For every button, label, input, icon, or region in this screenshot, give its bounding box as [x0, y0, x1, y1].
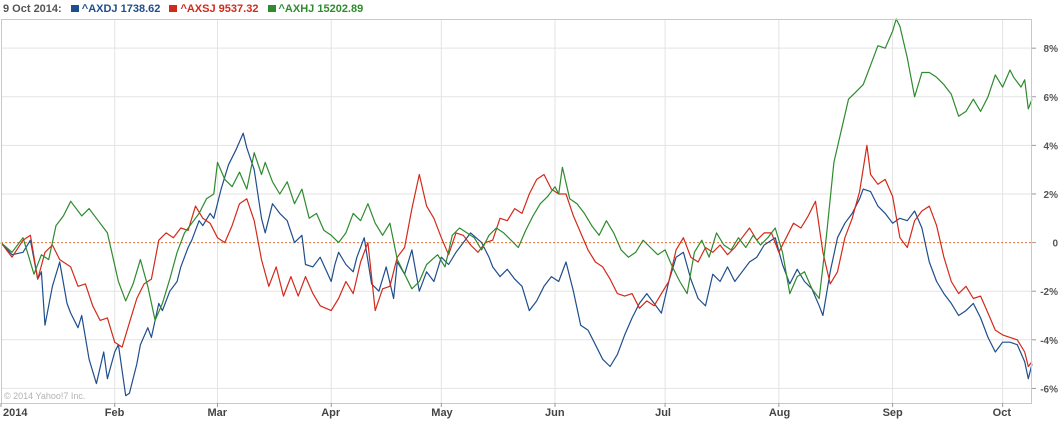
x-tick-label: Aug: [769, 407, 790, 419]
copyright-notice: © 2014 Yahoo!7 Inc.: [4, 391, 86, 401]
x-tick-label: Mar: [207, 407, 227, 419]
y-tick-label: 4%: [1044, 141, 1059, 152]
chart-legend: 9 Oct 2014: ^AXDJ 1738.62 ^AXSJ 9537.32 …: [3, 3, 363, 15]
y-tick-label: 0: [1052, 239, 1058, 250]
legend-label-axdj: ^AXDJ 1738.62: [81, 3, 161, 15]
y-tick-label: 2%: [1044, 190, 1059, 201]
series-line-axhj: [0, 18, 1033, 321]
series-line-axsj: [0, 144, 1033, 368]
x-tick-label: Feb: [105, 407, 125, 419]
series-lines: [0, 18, 1033, 397]
series-line-axdj: [0, 132, 1033, 397]
legend-swatch-axsj: [169, 5, 178, 12]
y-axis: 8% 6% 4% 2% 0 -2% -4% -6%: [1032, 44, 1058, 395]
y-tick-label: -6%: [1040, 384, 1058, 395]
legend-label-axhj: ^AXHJ 15202.89: [278, 3, 364, 15]
x-tick-label: Jun: [545, 407, 565, 419]
legend-date: 9 Oct 2014:: [3, 3, 62, 15]
x-tick-label: Apr: [321, 407, 341, 419]
grid-lines: [1, 19, 1032, 403]
plot-area: [1, 19, 1032, 403]
y-tick-label: 6%: [1044, 93, 1059, 104]
y-tick-label: -2%: [1040, 287, 1058, 298]
x-tick-label: Jul: [655, 407, 671, 419]
y-tick-label: -4%: [1040, 336, 1058, 347]
x-tick-label: Sep: [883, 407, 903, 419]
x-axis: 2014 Feb Mar Apr May Jun Jul Aug Sep Oct: [0, 403, 1012, 419]
legend-label-axsj: ^AXSJ 9537.32: [180, 3, 259, 15]
x-tick-label: 2014: [3, 407, 28, 419]
x-tick-label: Oct: [993, 407, 1012, 419]
y-tick-label: 8%: [1044, 44, 1059, 55]
legend-swatch-axhj: [267, 5, 276, 12]
plot-frame: [1, 19, 1032, 404]
x-tick-label: May: [431, 407, 453, 419]
legend-swatch-axdj: [70, 5, 79, 12]
